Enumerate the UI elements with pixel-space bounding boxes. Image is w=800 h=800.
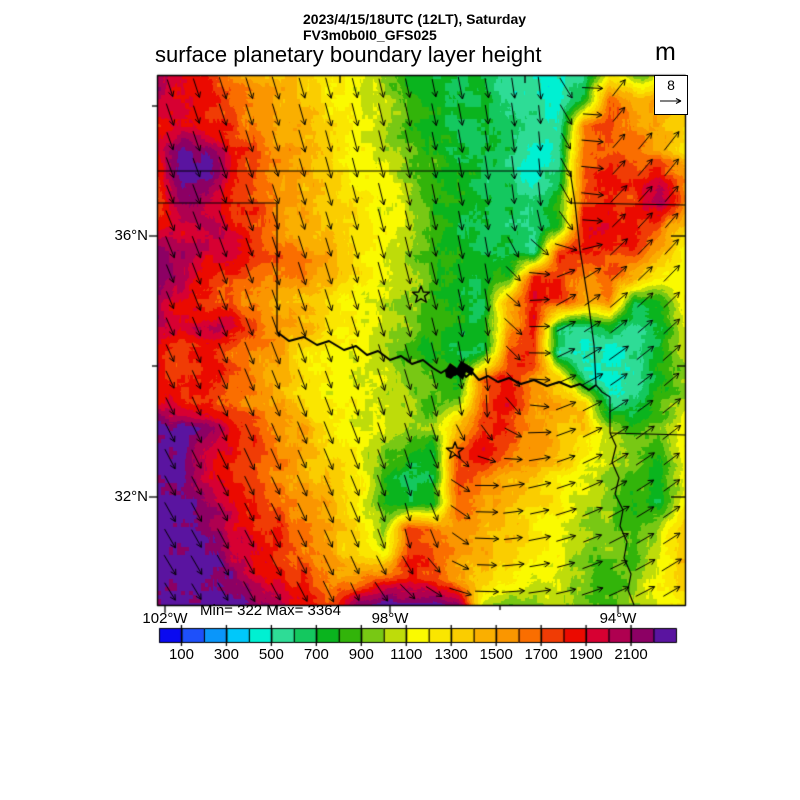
plot-title: surface planetary boundary layer height [155,42,542,67]
colorbar-tick-label: 1300 [434,646,468,663]
colorbar-tick-label: 300 [213,646,239,663]
colorbar-tick-label: 700 [303,646,329,663]
lat-tick-label: 32°N [114,488,148,505]
colorbar-tick-label: 500 [258,646,284,663]
reference-vector-value: 8 [667,77,675,93]
colorbar-tick-label: 1100 [390,646,423,663]
reference-vector-box: 8 [654,75,688,115]
reference-arrow-icon [660,98,682,104]
colorbar-tick-label: 1900 [569,646,603,663]
header-model: FV3m0b0I0_GFS025 [303,27,437,43]
colorbar-tick-label: 100 [168,646,194,663]
lat-tick-label: 36°N [114,227,148,244]
lon-tick-label: 102°W [142,610,188,627]
lon-tick-label: 98°W [371,610,409,627]
lon-tick-label: 94°W [599,610,637,627]
colorbar-tick-label: 1700 [524,646,558,663]
units-label: m [655,38,676,66]
header-datetime: 2023/4/15/18UTC (12LT), Saturday [303,11,527,27]
colorbar-tick-label: 900 [348,646,374,663]
colorbar-tick-label: 2100 [614,646,648,663]
colorbar-tick-label: 1500 [479,646,513,663]
minmax-label: Min= 322 Max= 3364 [200,602,341,619]
